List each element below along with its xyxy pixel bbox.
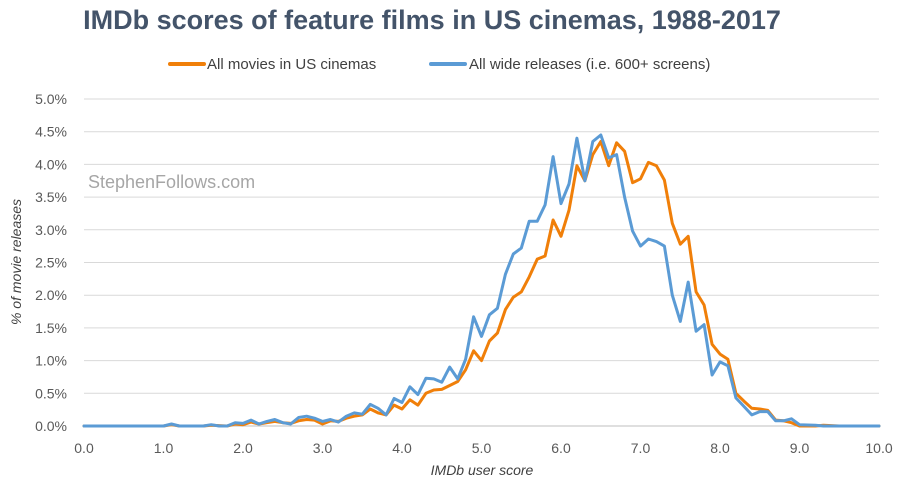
x-tick-label: 10.0	[865, 440, 892, 456]
y-tick-label: 4.5%	[35, 124, 67, 140]
gridlines	[84, 98, 879, 427]
x-tick-label: 6.0	[551, 440, 571, 456]
legend-label-wide-releases: All wide releases (i.e. 600+ screens)	[469, 56, 710, 73]
x-tick-label: 1.0	[154, 440, 174, 456]
x-tick-label: 8.0	[710, 440, 730, 456]
x-tick-label: 5.0	[472, 440, 492, 456]
x-tick-label: 2.0	[233, 440, 253, 456]
y-tick-label: 1.0%	[35, 353, 67, 369]
y-tick-label: 0.0%	[35, 418, 67, 434]
watermark: StephenFollows.com	[88, 172, 255, 192]
x-tick-label: 7.0	[631, 440, 651, 456]
y-tick-label: 1.5%	[35, 320, 67, 336]
series-line-wide-releases	[82, 133, 881, 428]
series-lines	[82, 133, 881, 428]
y-tick-label: 0.5%	[35, 385, 67, 401]
y-tick-label: 2.5%	[35, 255, 67, 271]
legend: All movies in US cinemas All wide releas…	[168, 56, 710, 73]
x-tick-label: 9.0	[790, 440, 810, 456]
x-tick-label: 4.0	[392, 440, 412, 456]
legend-label-all-movies: All movies in US cinemas	[207, 56, 376, 73]
x-axis-title: IMDb user score	[431, 462, 534, 478]
y-axis-title: % of movie releases	[8, 199, 24, 325]
x-tick-label: 0.0	[74, 440, 94, 456]
x-axis-ticks: 0.0 1.0 2.0 3.0 4.0 5.0 6.0 7.0 8.0 9.0 10.0	[74, 440, 893, 456]
y-tick-label: 2.0%	[35, 287, 67, 303]
chart-title: IMDb scores of feature films in US cinem…	[83, 5, 781, 35]
y-axis-ticks: 0.0% 0.5% 1.0% 1.5% 2.0% 2.5% 3.0% 3.5% 4.0% 4.5%…	[35, 91, 67, 434]
y-tick-label: 3.0%	[35, 222, 67, 238]
y-tick-label: 5.0%	[35, 91, 67, 107]
y-tick-label: 3.5%	[35, 189, 67, 205]
x-tick-label: 3.0	[313, 440, 333, 456]
y-tick-label: 4.0%	[35, 156, 67, 172]
